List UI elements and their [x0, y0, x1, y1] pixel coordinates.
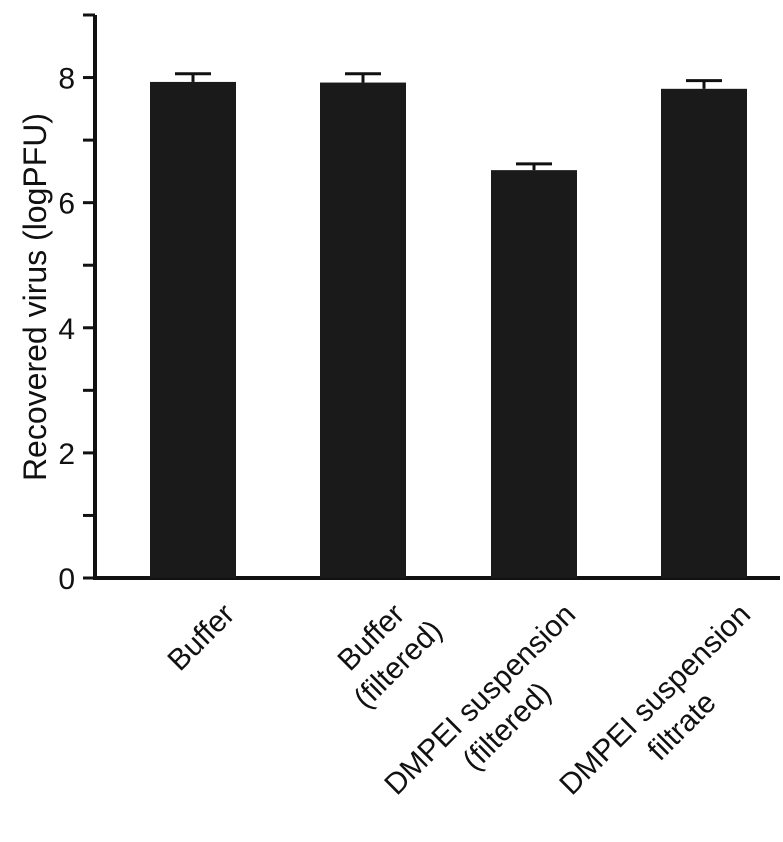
x-tick-label: DMPEI suspension	[553, 598, 757, 802]
y-tick-label: 0	[58, 563, 75, 596]
y-tick-label: 6	[58, 188, 75, 221]
labels: Buffer Buffer(filtered)DMPEI suspension(f…	[162, 598, 758, 802]
bar	[320, 82, 406, 578]
y-tick-label: 2	[58, 438, 75, 471]
bar	[661, 88, 747, 578]
x-category-label: Buffer(filtered)	[332, 598, 449, 715]
x-category-label: Buffer	[162, 598, 242, 678]
bar	[491, 170, 577, 579]
y-tick-label: 4	[58, 313, 75, 346]
bar	[150, 81, 236, 578]
y-tick-label: 8	[58, 63, 75, 96]
x-tick-label: Buffer	[162, 598, 242, 678]
y-axis-title: Recovered virus (logPFU)	[17, 113, 53, 481]
bars	[150, 72, 747, 579]
